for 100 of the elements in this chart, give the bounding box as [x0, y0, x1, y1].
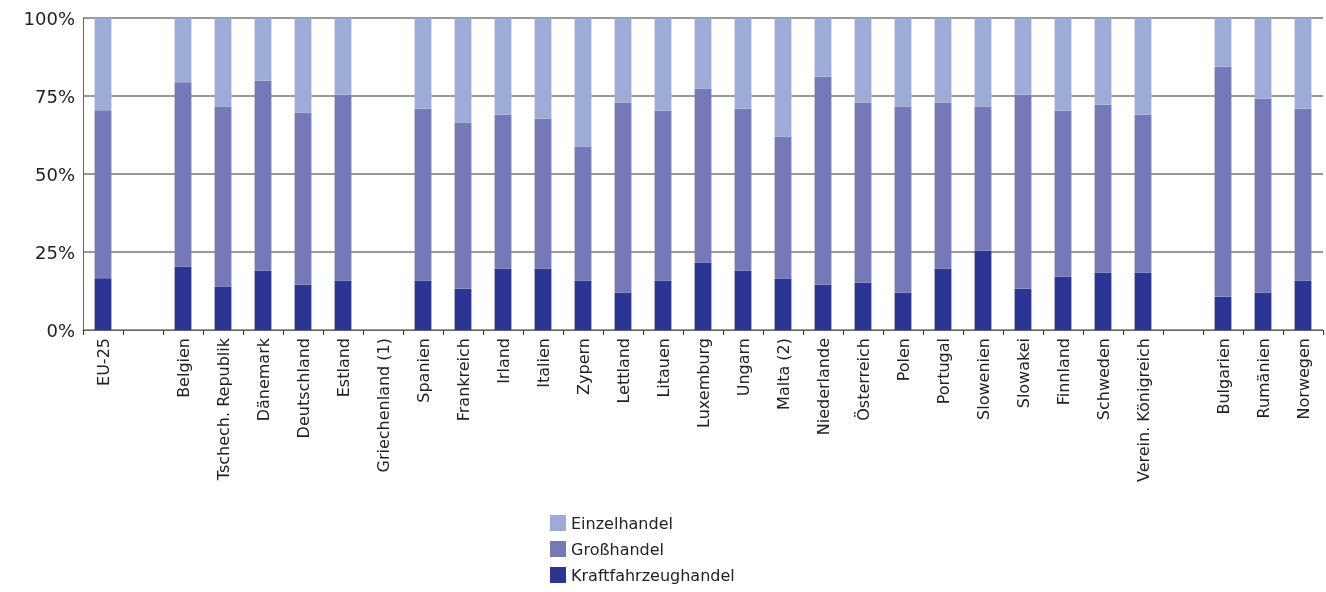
x-tick-label: Niederlande: [813, 338, 833, 436]
bar: [254, 18, 272, 81]
y-tick-label: 75%: [34, 85, 75, 107]
bar: [174, 18, 192, 83]
x-tick-label: Spanien: [413, 338, 433, 403]
bar: [734, 18, 752, 109]
bar: [654, 280, 672, 330]
bar: [334, 94, 352, 281]
bar: [1254, 98, 1272, 293]
x-tick-label: Rumänien: [1253, 338, 1273, 419]
bar: [774, 18, 792, 137]
bar: [534, 18, 552, 119]
x-tick-label: Dänemark: [253, 337, 273, 422]
bar: [934, 268, 952, 330]
bar: [694, 262, 712, 330]
bar: [94, 110, 112, 279]
bar: [94, 278, 112, 330]
bar: [414, 108, 432, 281]
bar: [294, 112, 312, 285]
bar: [1254, 292, 1272, 330]
x-tick-label: Portugal: [933, 338, 953, 405]
bar: [574, 280, 592, 330]
bar: [1214, 296, 1232, 330]
x-tick-label: Zypern: [573, 338, 593, 395]
bar: [1294, 18, 1312, 109]
bar: [814, 76, 832, 285]
legend-label: Kraftfahrzeughandel: [571, 565, 735, 585]
bar: [534, 118, 552, 269]
bar: [1054, 18, 1072, 111]
bar: [494, 18, 512, 115]
x-tick-label: Griechenland (1): [373, 338, 393, 473]
bar: [1254, 18, 1272, 99]
bar: [854, 282, 872, 330]
bar: [174, 82, 192, 267]
bar: [1134, 18, 1152, 115]
bar: [894, 292, 912, 330]
bar: [454, 18, 472, 123]
x-tick-label: Ungarn: [733, 338, 753, 397]
bar: [494, 268, 512, 330]
bar: [694, 88, 712, 263]
bar: [934, 18, 952, 103]
y-tick-label: 25%: [34, 241, 75, 263]
bar: [734, 270, 752, 330]
bar: [574, 146, 592, 281]
bar: [334, 18, 352, 95]
bar: [174, 266, 192, 330]
bar: [1214, 66, 1232, 297]
x-tick-label: Polen: [893, 338, 913, 382]
bar: [1294, 108, 1312, 281]
x-tick-label: EU-25: [93, 338, 113, 386]
bar: [614, 102, 632, 293]
bar: [574, 18, 592, 147]
x-tick-label: Norwegen: [1293, 338, 1313, 420]
bar: [934, 102, 952, 269]
bar: [614, 292, 632, 330]
y-tick-label: 50%: [34, 163, 75, 185]
x-tick-label: Finnland: [1053, 338, 1073, 406]
x-tick-label: Tschech. Republik: [213, 337, 233, 482]
x-tick-label: Estland: [333, 338, 353, 398]
bar: [414, 280, 432, 330]
bar: [214, 106, 232, 287]
x-tick-label: Litauen: [653, 338, 673, 398]
bar: [854, 102, 872, 283]
x-tick-label: Belgien: [173, 338, 193, 398]
y-tick-label: 0%: [46, 319, 75, 341]
x-tick-label: Italien: [533, 338, 553, 388]
bar: [1014, 288, 1032, 330]
bar: [534, 268, 552, 330]
bar: [294, 18, 312, 113]
bar: [494, 114, 512, 269]
bar: [774, 278, 792, 330]
bar: [414, 18, 432, 109]
bar: [254, 80, 272, 271]
legend-label: Großhandel: [571, 539, 665, 559]
bar: [1094, 104, 1112, 273]
bar: [294, 284, 312, 330]
bar: [614, 18, 632, 103]
bar: [94, 18, 112, 111]
legend-label: Einzelhandel: [571, 513, 673, 533]
bar: [694, 18, 712, 89]
bar: [854, 18, 872, 103]
x-tick-label: Luxemburg: [693, 338, 713, 428]
bar: [1294, 280, 1312, 330]
bar: [814, 18, 832, 77]
bar: [454, 122, 472, 289]
bar: [214, 286, 232, 330]
bar: [1014, 94, 1032, 289]
x-tick-label: Österreich: [853, 338, 873, 421]
x-tick-label: Frankreich: [453, 338, 473, 422]
x-tick-label: Malta (2): [773, 338, 793, 410]
x-tick-label: Lettland: [613, 338, 633, 404]
bar: [214, 18, 232, 107]
bar: [1214, 18, 1232, 67]
x-tick-label: Irland: [493, 338, 513, 384]
bar: [1014, 18, 1032, 95]
x-tick-label: Deutschland: [293, 338, 313, 439]
bar: [1054, 110, 1072, 277]
bar: [1094, 18, 1112, 105]
bar: [654, 18, 672, 111]
bar: [1134, 114, 1152, 273]
